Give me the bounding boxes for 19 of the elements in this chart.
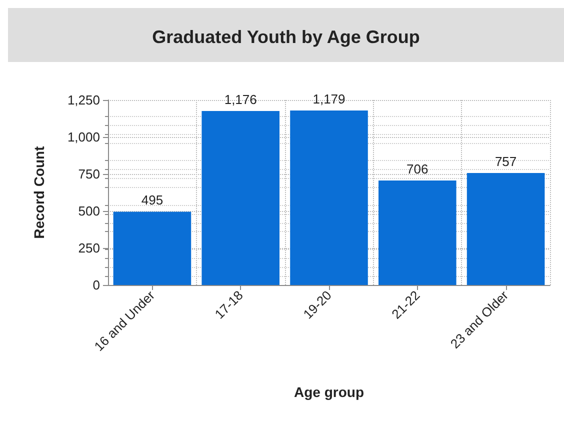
- data-label: 757: [494, 154, 517, 169]
- bar: [202, 110, 280, 285]
- data-label: 495: [141, 192, 164, 208]
- y-tick-label: 250: [78, 240, 100, 256]
- y-tick-label: 500: [78, 204, 100, 218]
- bar: [113, 212, 192, 285]
- x-axis-title: Age group: [294, 384, 364, 400]
- y-tick-label: 1,000: [67, 130, 100, 144]
- y-axis-title: Record Count: [31, 146, 47, 239]
- y-tick-label: 750: [78, 166, 100, 182]
- bar: [290, 110, 368, 285]
- bar: [466, 172, 545, 285]
- chart-title: Graduated Youth by Age Group: [152, 27, 420, 47]
- data-label: 706: [406, 162, 428, 177]
- bar: [378, 180, 456, 285]
- data-label: 1,176: [224, 92, 257, 107]
- y-tick-label: 0: [92, 278, 100, 292]
- data-label: 1,179: [312, 92, 346, 107]
- y-tick-label: 1,250: [67, 92, 100, 108]
